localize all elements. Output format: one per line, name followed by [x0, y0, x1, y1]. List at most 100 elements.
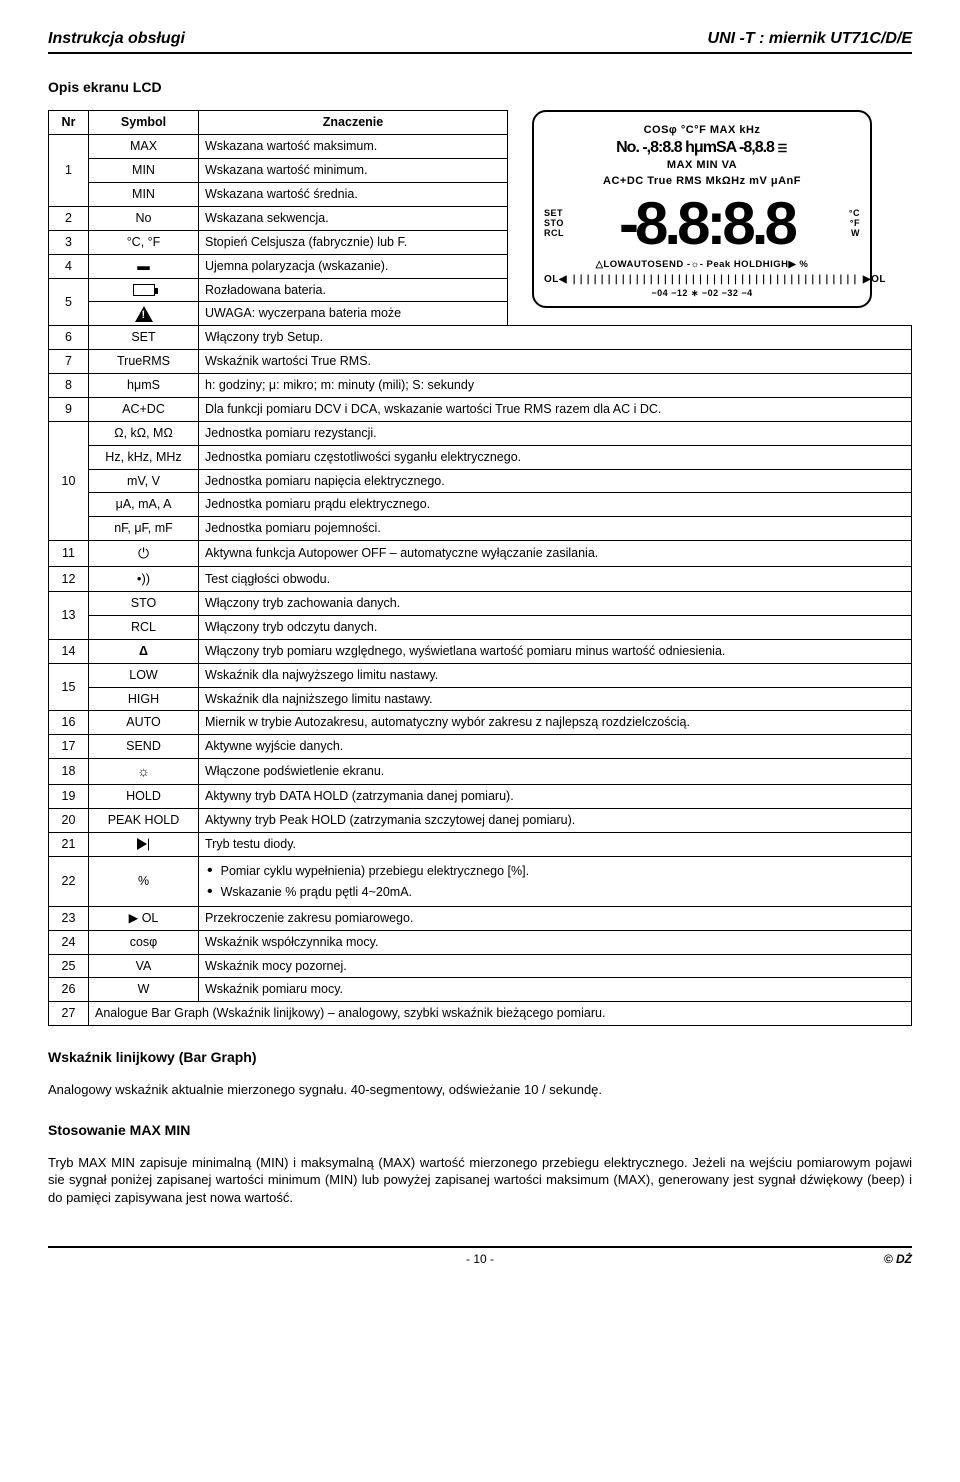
lcd-ticks: −04 −12 ∗ −02 −32 −4	[544, 287, 860, 299]
cell-symbol: HOLD	[89, 785, 199, 809]
cell-desc: Jednostka pomiaru częstotliwości syganłu…	[199, 445, 912, 469]
cell-nr: 8	[49, 374, 89, 398]
cell-symbol: cosφ	[89, 930, 199, 954]
cell-desc: Włączony tryb pomiaru względnego, wyświe…	[199, 639, 912, 663]
cell-symbol	[89, 302, 199, 326]
cell-symbol: AC+DC	[89, 397, 199, 421]
cell-desc: Wskaźnik współczynnika mocy.	[199, 930, 912, 954]
cell-desc: Analogue Bar Graph (Wskaźnik linijkowy) …	[89, 1002, 912, 1026]
cell-nr: 13	[49, 592, 89, 640]
lcd-left-labels: SET STO RCL	[544, 209, 564, 239]
cell-symbol: %	[89, 856, 199, 906]
cell-nr: 6	[49, 326, 89, 350]
cell-symbol: W	[89, 978, 199, 1002]
cell-symbol: SET	[89, 326, 199, 350]
cell-symbol: Ω, kΩ, MΩ	[89, 421, 199, 445]
cell-nr: 24	[49, 930, 89, 954]
cell-desc: Wskaźnik pomiaru mocy.	[199, 978, 912, 1002]
cell-symbol: ⏻	[89, 541, 199, 567]
cell-nr: 20	[49, 808, 89, 832]
cell-symbol: HIGH	[89, 687, 199, 711]
cell-symbol: MAX	[89, 135, 199, 159]
cell-desc: Wskazana wartość maksimum.	[199, 135, 508, 159]
cell-nr: 25	[49, 954, 89, 978]
cell-symbol	[89, 278, 199, 302]
header-right: UNI -T : miernik UT71C/D/E	[708, 28, 912, 50]
cell-nr: 7	[49, 350, 89, 374]
section-lcd-title: Opis ekranu LCD	[48, 78, 912, 97]
lcd-big-digits: -8.8:8.8	[619, 194, 794, 254]
table-rows-1-5: Nr Symbol Znaczenie 1MAXWskazana wartość…	[48, 110, 508, 326]
cell-desc: Wskaźnik dla najniższego limitu nastawy.	[199, 687, 912, 711]
cell-desc: Włączony tryb Setup.	[199, 326, 912, 350]
page-header: Instrukcja obsługi UNI -T : miernik UT71…	[48, 28, 912, 54]
cell-symbol: LOW	[89, 663, 199, 687]
cell-symbol: MIN	[89, 159, 199, 183]
cell-symbol: SEND	[89, 735, 199, 759]
cell-desc: UWAGA: wyczerpana bateria może	[199, 302, 508, 326]
cell-desc: Włączony tryb odczytu danych.	[199, 615, 912, 639]
cell-nr: 14	[49, 639, 89, 663]
cell-desc: Tryb testu diody.	[199, 832, 912, 856]
cell-symbol: ▬	[89, 254, 199, 278]
cell-nr: 15	[49, 663, 89, 711]
cell-nr: 3	[49, 230, 89, 254]
footer-page: - 10 -	[466, 1251, 494, 1267]
cell-symbol: μA, mA, A	[89, 493, 199, 517]
cell-nr: 27	[49, 1002, 89, 1026]
cell-desc: Aktywny tryb DATA HOLD (zatrzymania dane…	[199, 785, 912, 809]
warning-icon	[135, 306, 153, 322]
cell-nr: 16	[49, 711, 89, 735]
header-left: Instrukcja obsługi	[48, 28, 185, 50]
cell-nr: 12	[49, 567, 89, 592]
cell-symbol: VA	[89, 954, 199, 978]
cell-symbol: STO	[89, 592, 199, 616]
lamp-icon: ☼	[137, 763, 150, 779]
cell-desc: Jednostka pomiaru rezystancji.	[199, 421, 912, 445]
cell-desc: Wskaźnik dla najwyższego limitu nastawy.	[199, 663, 912, 687]
cell-symbol: MIN	[89, 183, 199, 207]
cell-symbol: PEAK HOLD	[89, 808, 199, 832]
percent-list-item: Wskazanie % prądu pętli 4~20mA.	[205, 881, 905, 903]
cell-symbol: Δ	[89, 639, 199, 663]
cell-nr: 26	[49, 978, 89, 1002]
lcd-line3: MAX MIN VA	[544, 158, 860, 173]
cell-desc: Stopień Celsjusza (fabrycznie) lub F.	[199, 230, 508, 254]
cell-desc: Jednostka pomiaru pojemności.	[199, 517, 912, 541]
cell-symbol: mV, V	[89, 469, 199, 493]
cell-nr: 2	[49, 206, 89, 230]
cell-nr: 22	[49, 856, 89, 906]
cell-desc: Wskazana wartość minimum.	[199, 159, 508, 183]
autooff-icon: ⏻	[138, 545, 149, 561]
lcd-right-labels: °C °F W	[849, 209, 860, 239]
cell-symbol: ☼	[89, 759, 199, 785]
maxmin-paragraph: Tryb MAX MIN zapisuje minimalną (MIN) i …	[48, 1154, 912, 1207]
lcd-line1: COSφ °C°F MAX kHz	[544, 123, 860, 138]
cell-desc: Test ciągłości obwodu.	[199, 567, 912, 592]
cell-desc: Pomiar cyklu wypełnienia) przebiegu elek…	[199, 856, 912, 906]
cell-desc: Wskazana wartość średnia.	[199, 183, 508, 207]
cell-desc: Miernik w trybie Autozakresu, automatycz…	[199, 711, 912, 735]
lcd-big-row: SET STO RCL -8.8:8.8 °C °F W	[544, 190, 860, 258]
cell-nr: 19	[49, 785, 89, 809]
cell-symbol: Hz, kHz, MHz	[89, 445, 199, 469]
cell-desc: h: godziny; μ: mikro; m: minuty (mili); …	[199, 374, 912, 398]
cell-desc: Ujemna polaryzacja (wskazanie).	[199, 254, 508, 278]
cell-desc: Aktywna funkcja Autopower OFF – automaty…	[199, 541, 912, 567]
footer-copyright: © DŻ	[884, 1251, 912, 1267]
cell-symbol: |	[89, 832, 199, 856]
buzzer-icon: •))	[137, 571, 150, 586]
delta-icon: Δ	[139, 644, 148, 658]
diode-icon: |	[137, 837, 150, 851]
cell-nr: 9	[49, 397, 89, 421]
lcd-line2: No. -,8:8.8 hμmSA -8,8.8 ☰	[544, 139, 860, 157]
cell-nr: 10	[49, 421, 89, 540]
cell-desc: Aktywny tryb Peak HOLD (zatrzymania szcz…	[199, 808, 912, 832]
cell-nr: 1	[49, 135, 89, 207]
cell-desc: Rozładowana bateria.	[199, 278, 508, 302]
battery-icon	[133, 284, 155, 296]
cell-symbol: ▶ OL	[89, 906, 199, 930]
cell-nr: 18	[49, 759, 89, 785]
cell-desc: Aktywne wyjście danych.	[199, 735, 912, 759]
cell-nr: 11	[49, 541, 89, 567]
